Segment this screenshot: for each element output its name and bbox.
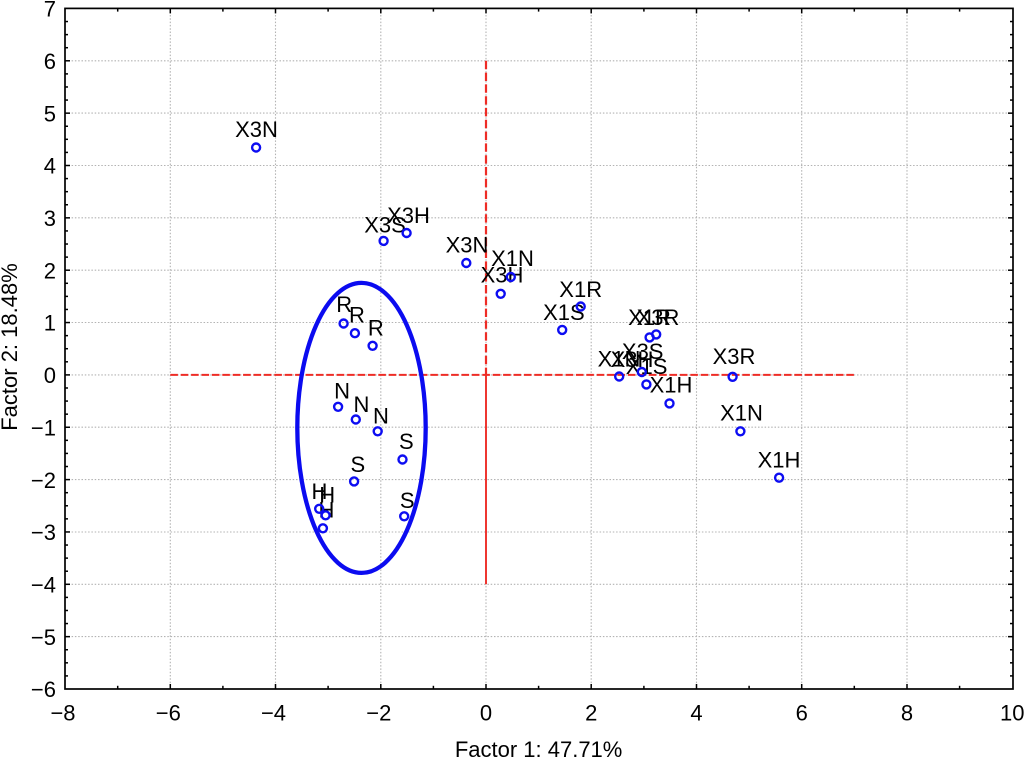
svg-text:X3S: X3S <box>364 213 406 238</box>
svg-text:−6: −6 <box>31 677 56 702</box>
svg-text:N: N <box>334 378 350 403</box>
svg-text:R: R <box>368 315 384 340</box>
svg-text:10: 10 <box>1000 701 1024 726</box>
svg-text:7: 7 <box>44 0 56 22</box>
svg-text:X1N: X1N <box>720 400 763 425</box>
svg-text:X1R: X1R <box>628 305 671 330</box>
svg-text:X3R: X3R <box>637 305 680 330</box>
svg-text:R: R <box>336 292 352 317</box>
svg-text:6: 6 <box>796 701 808 726</box>
svg-text:4: 4 <box>44 154 56 179</box>
svg-text:−5: −5 <box>31 625 56 650</box>
svg-text:−6: −6 <box>156 701 181 726</box>
svg-text:8: 8 <box>901 701 913 726</box>
svg-text:X1N: X1N <box>598 347 641 372</box>
svg-text:X3N: X3N <box>446 233 489 258</box>
svg-text:−4: −4 <box>261 701 286 726</box>
svg-text:X3H: X3H <box>481 263 524 288</box>
svg-text:−3: −3 <box>31 520 56 545</box>
svg-text:X3N: X3N <box>235 117 278 142</box>
svg-text:6: 6 <box>44 49 56 74</box>
svg-text:X3R: X3R <box>713 344 756 369</box>
svg-text:H: H <box>319 483 335 508</box>
svg-text:0: 0 <box>44 363 56 388</box>
svg-text:R: R <box>349 303 365 328</box>
svg-text:2: 2 <box>44 258 56 283</box>
svg-text:X1H: X1H <box>758 448 801 473</box>
svg-text:0: 0 <box>480 701 492 726</box>
svg-text:S: S <box>351 452 366 477</box>
svg-text:−4: −4 <box>31 573 56 598</box>
svg-text:X3S: X3S <box>622 339 664 364</box>
svg-text:1: 1 <box>44 311 56 336</box>
svg-text:X3H: X3H <box>611 347 654 372</box>
svg-text:S: S <box>399 429 414 454</box>
svg-text:S: S <box>400 488 415 513</box>
svg-text:X1H: X1H <box>650 373 693 398</box>
svg-text:−2: −2 <box>366 701 391 726</box>
svg-text:−2: −2 <box>31 468 56 493</box>
svg-text:4: 4 <box>690 701 702 726</box>
svg-text:X3H: X3H <box>387 203 430 228</box>
svg-text:Factor 1: 47.71%: Factor 1: 47.71% <box>455 737 623 759</box>
svg-text:X1R: X1R <box>559 277 602 302</box>
svg-text:X1N: X1N <box>491 246 534 271</box>
svg-text:−8: −8 <box>50 701 75 726</box>
svg-text:−1: −1 <box>31 415 56 440</box>
svg-text:3: 3 <box>44 206 56 231</box>
svg-text:H: H <box>312 479 328 504</box>
svg-text:N: N <box>373 404 389 429</box>
svg-text:N: N <box>354 392 370 417</box>
svg-text:5: 5 <box>44 101 56 126</box>
svg-text:Factor 2: 18.48%: Factor 2: 18.48% <box>0 263 22 431</box>
svg-text:X1S: X1S <box>626 354 668 379</box>
svg-text:2: 2 <box>585 701 597 726</box>
